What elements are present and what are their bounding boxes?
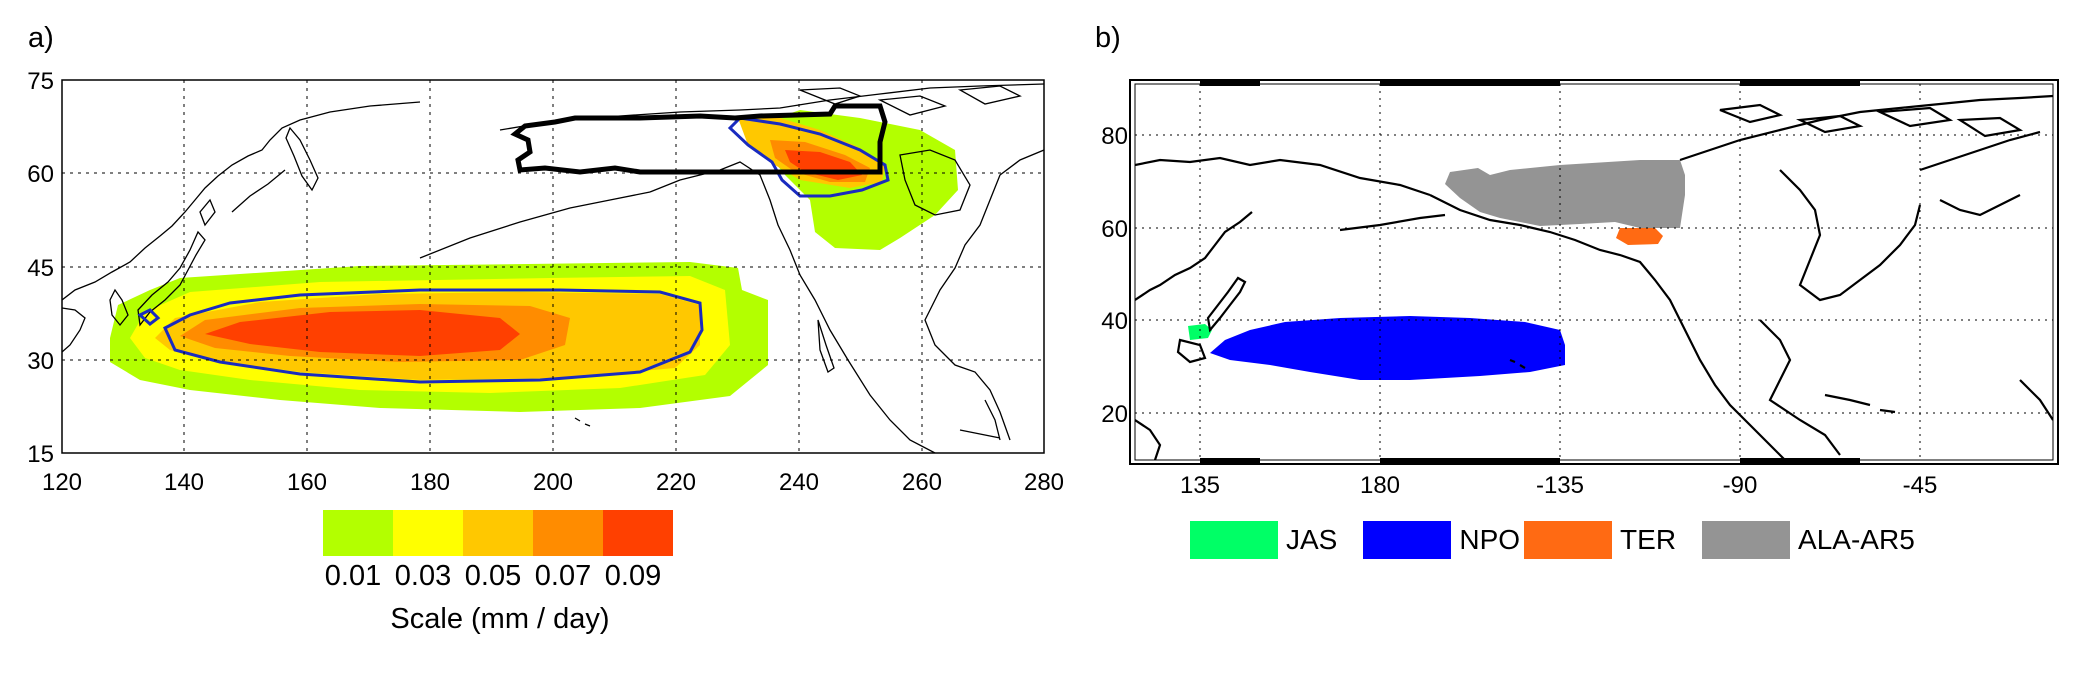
colorbar-tick: 0.03 <box>394 560 452 592</box>
x-tick: -135 <box>1536 472 1584 499</box>
x-tick: 160 <box>287 469 327 496</box>
legend-label: JAS <box>1286 524 1338 555</box>
y-tick: 80 <box>1101 123 1128 150</box>
panel-b-y-ticks: 80 60 40 20 <box>1101 123 1128 428</box>
panel-b-map: 80 60 40 20 135 180 -135 -90 -45 <box>1101 79 2059 499</box>
colorbar-swatch-3 <box>463 510 533 556</box>
x-tick: 260 <box>902 469 942 496</box>
region-npo <box>1210 316 1565 380</box>
region-ter <box>1616 228 1663 245</box>
panel-a-label: a) <box>28 22 54 54</box>
x-tick: 120 <box>42 469 82 496</box>
y-tick: 60 <box>1101 216 1128 243</box>
colorbar-swatch-5 <box>603 510 673 556</box>
x-tick: 240 <box>779 469 819 496</box>
x-tick: -45 <box>1903 472 1938 499</box>
colorbar-ticks: 0.01 0.03 0.05 0.07 0.09 <box>318 560 668 593</box>
outline-region <box>510 103 888 175</box>
legend-label: TER <box>1620 524 1677 555</box>
y-tick: 30 <box>27 348 54 375</box>
panel-b-x-ticks: 135 180 -135 -90 -45 <box>1180 472 1937 499</box>
panel-b-legend: JAS NPO TER ALA-AR5 <box>1190 520 1941 560</box>
panel-a-frame <box>61 79 1045 454</box>
panel-b-label: b) <box>1095 22 1121 54</box>
legend-item-jas: JAS <box>1190 521 1363 559</box>
legend-swatch <box>1363 521 1452 559</box>
colorbar-tick: 0.01 <box>324 560 382 592</box>
legend-swatch <box>1190 521 1278 559</box>
frame-ticks <box>1200 80 1860 464</box>
x-tick: 200 <box>533 469 573 496</box>
panel-a-x-ticks: 120 140 160 180 200 220 240 260 280 <box>42 469 1064 496</box>
y-tick: 60 <box>27 161 54 188</box>
legend-swatch <box>1524 521 1613 559</box>
colorbar-tick: 0.05 <box>464 560 522 592</box>
colorbar-title: Scale (mm / day) <box>390 603 610 635</box>
y-tick: 75 <box>27 68 54 95</box>
x-tick: 140 <box>164 469 204 496</box>
colorbar-tick: 0.09 <box>604 560 662 592</box>
precip-field <box>110 110 958 412</box>
y-tick: 45 <box>27 255 54 282</box>
colorbar-swatch-2 <box>393 510 463 556</box>
level-0.09 <box>205 310 520 356</box>
x-tick: 220 <box>656 469 696 496</box>
region-ala-ar5 <box>1445 160 1685 228</box>
y-tick: 40 <box>1101 308 1128 335</box>
colorbar <box>323 510 673 556</box>
coastlines <box>62 83 1044 453</box>
grid-b <box>1135 84 2053 460</box>
colorbar-tick: 0.07 <box>534 560 592 592</box>
x-tick: 180 <box>410 469 450 496</box>
panel-b-frame <box>1129 79 2059 465</box>
x-tick: -90 <box>1723 472 1758 499</box>
contour-lines <box>137 116 890 384</box>
colorbar-swatch-4 <box>533 510 603 556</box>
y-tick: 20 <box>1101 401 1128 428</box>
panel-a-map: 75 60 45 30 15 120 140 160 180 200 220 2… <box>27 68 1064 496</box>
x-tick: 280 <box>1024 469 1064 496</box>
legend-swatch <box>1702 521 1791 559</box>
region-jas <box>1188 324 1212 340</box>
x-tick: 180 <box>1360 472 1400 499</box>
legend-item-ter: TER <box>1524 521 1702 559</box>
x-tick: 135 <box>1180 472 1220 499</box>
y-tick: 15 <box>27 441 54 468</box>
coastlines-b <box>1135 94 2053 460</box>
colorbar-swatch-1 <box>323 510 393 556</box>
legend-item-ala-ar5: ALA-AR5 <box>1702 521 1941 559</box>
legend-label: ALA-AR5 <box>1798 524 1915 555</box>
legend-item-npo: NPO <box>1363 521 1524 559</box>
legend-label: NPO <box>1459 524 1521 555</box>
panel-a-y-ticks: 75 60 45 30 15 <box>27 68 54 468</box>
grid <box>62 80 1044 453</box>
